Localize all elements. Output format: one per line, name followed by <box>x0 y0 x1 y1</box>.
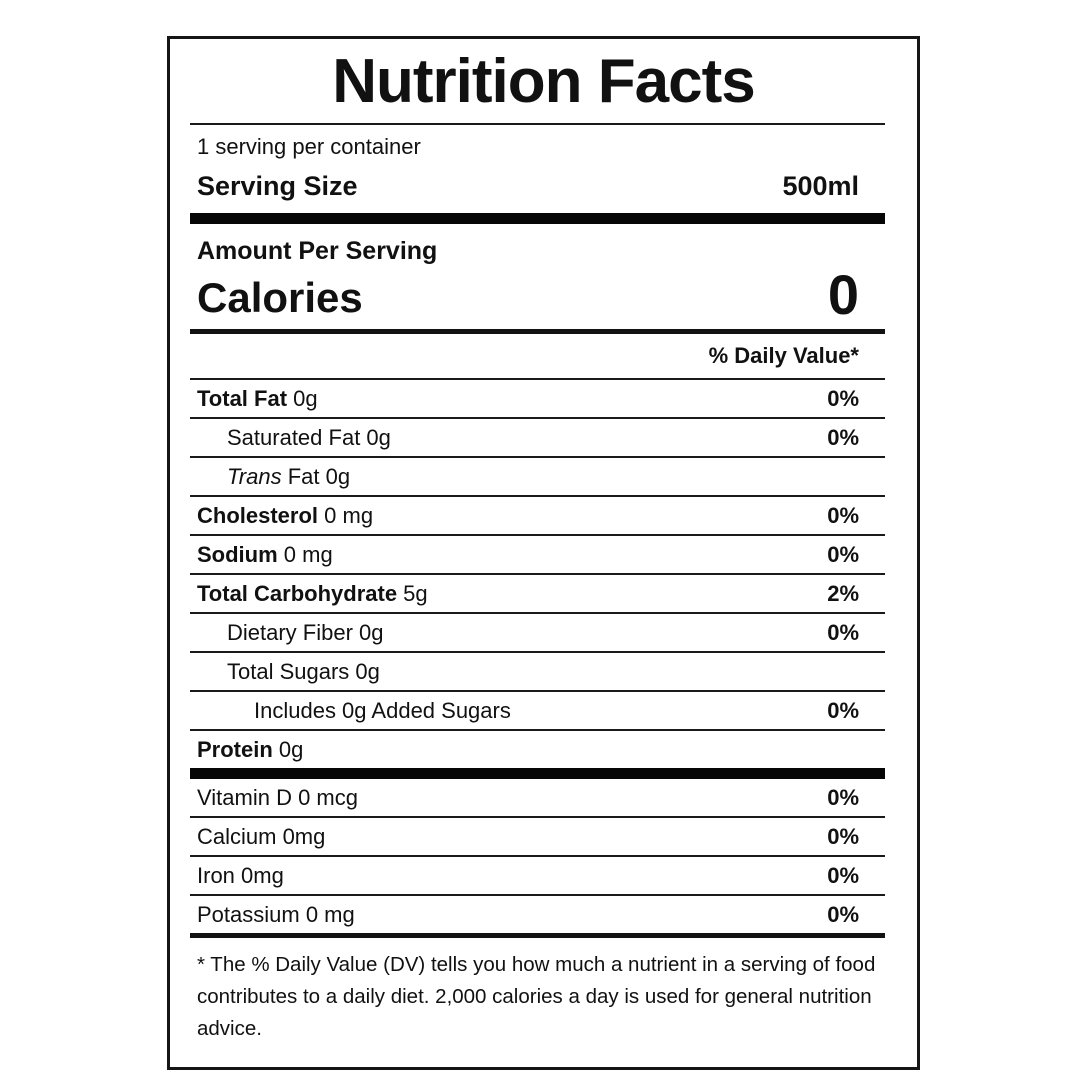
nutrient-row: Dietary Fiber 0g 0% <box>190 611 885 651</box>
nutrient-name: Saturated Fat 0g <box>197 425 391 450</box>
vitamin-row: Calcium 0mg 0% <box>190 815 885 855</box>
nutrient-row: Trans Fat 0g <box>190 455 885 495</box>
nutrient-row: Cholesterol 0 mg 0% <box>190 494 885 534</box>
nutrient-name: Includes 0g Added Sugars <box>197 698 511 723</box>
serving-size-value: 500ml <box>782 170 859 201</box>
vitamin-row: Vitamin D 0 mcg 0% <box>190 779 885 816</box>
nutrient-dv: 0% <box>827 502 859 528</box>
daily-value-footnote: * The % Daily Value (DV) tells you how m… <box>190 938 885 1047</box>
nutrient-name: Total Sugars 0g <box>197 659 380 684</box>
nutrient-name-bold: Total Fat <box>197 385 288 411</box>
nutrient-row: Saturated Fat 0g 0% <box>190 416 885 456</box>
footnote-line-1: * The % Daily Value (DV) tells you how m… <box>197 952 876 976</box>
nutrient-row: Protein 0g <box>190 728 885 768</box>
divider-thick-top <box>190 212 885 224</box>
calories-row: Calories 0 <box>190 266 885 329</box>
nutrient-row: Total Fat 0g 0% <box>190 377 885 417</box>
vitamin-dv: 0% <box>827 823 859 849</box>
nutrient-name-rest: 0 mg <box>277 541 333 567</box>
nutrient-name-rest: 0g <box>272 736 304 762</box>
footnote-line-2: contributes to a daily diet. 2,000 calor… <box>197 984 872 1040</box>
nutrient-name: Sodium 0 mg <box>197 542 333 567</box>
nutrient-name-italic: Trans <box>227 463 282 489</box>
nutrient-name-bold: Protein <box>197 736 273 762</box>
nutrient-name: Trans Fat 0g <box>197 464 350 489</box>
servings-per-container: 1 serving per container <box>197 133 421 159</box>
calories-value: 0 <box>827 262 859 326</box>
nutrient-name: Cholesterol 0 mg <box>197 503 373 528</box>
nutrient-name-rest: Dietary Fiber 0g <box>227 619 384 645</box>
nutrient-name-rest: 0g <box>287 385 318 411</box>
nutrient-dv: 0% <box>827 424 859 450</box>
nutrient-name-rest: 5g <box>397 580 428 606</box>
vitamin-name: Vitamin D 0 mcg <box>197 784 358 810</box>
vitamin-dv: 0% <box>827 784 859 810</box>
nutrient-name-rest: Includes 0g Added Sugars <box>254 697 511 723</box>
nutrient-dv: 2% <box>827 580 859 606</box>
vitamin-name: Potassium 0 mg <box>197 901 355 927</box>
daily-value-header: % Daily Value* <box>708 342 859 368</box>
vitamin-name: Iron 0mg <box>197 862 284 888</box>
label-content: 1 serving per container Serving Size 500… <box>190 122 885 1047</box>
divider-under-title <box>190 122 885 125</box>
nutrient-dv: 0% <box>827 385 859 411</box>
divider-thick-bottom <box>190 767 885 779</box>
nutrient-row: Sodium 0 mg 0% <box>190 533 885 573</box>
nutrient-name-rest: Saturated Fat 0g <box>227 424 391 450</box>
nutrient-dv: 0% <box>827 541 859 567</box>
vitamin-row: Potassium 0 mg 0% <box>190 893 885 933</box>
vitamin-dv: 0% <box>827 901 859 927</box>
nutrient-name-bold: Total Carbohydrate <box>197 580 398 606</box>
nutrient-name-rest: Fat 0g <box>281 463 351 489</box>
label-title: Nutrition Facts <box>332 47 755 116</box>
nutrient-name-bold: Sodium <box>197 541 278 567</box>
nutrient-name: Total Carbohydrate 5g <box>197 581 428 606</box>
nutrient-name-bold: Cholesterol <box>197 502 319 528</box>
nutrient-name: Protein 0g <box>197 737 303 762</box>
nutrient-name-rest: Total Sugars 0g <box>227 658 380 684</box>
nutrient-row: Total Sugars 0g <box>190 650 885 690</box>
vitamin-dv: 0% <box>827 862 859 888</box>
nutrient-dv: 0% <box>827 619 859 645</box>
divider-above-footnote <box>190 932 885 938</box>
nutrient-name: Total Fat 0g <box>197 386 318 411</box>
nutrient-row: Total Carbohydrate 5g 2% <box>190 572 885 612</box>
vitamin-name: Calcium 0mg <box>197 823 326 849</box>
nutrient-name-rest: 0 mg <box>318 502 374 528</box>
page-background: Nutrition Facts 1 serving per container … <box>167 36 920 1070</box>
calories-label: Calories <box>197 273 363 321</box>
amount-per-serving: Amount Per Serving <box>197 236 438 265</box>
nutrient-name: Dietary Fiber 0g <box>197 620 384 645</box>
nutrition-facts-label: Nutrition Facts 1 serving per container … <box>167 36 920 1070</box>
nutrient-dv: 0% <box>827 697 859 723</box>
serving-size-label: Serving Size <box>197 170 358 201</box>
vitamin-row: Iron 0mg 0% <box>190 854 885 894</box>
divider-under-calories <box>190 328 885 334</box>
serving-size-row: Serving Size 500ml <box>190 162 885 213</box>
nutrient-row: Includes 0g Added Sugars 0% <box>190 689 885 729</box>
